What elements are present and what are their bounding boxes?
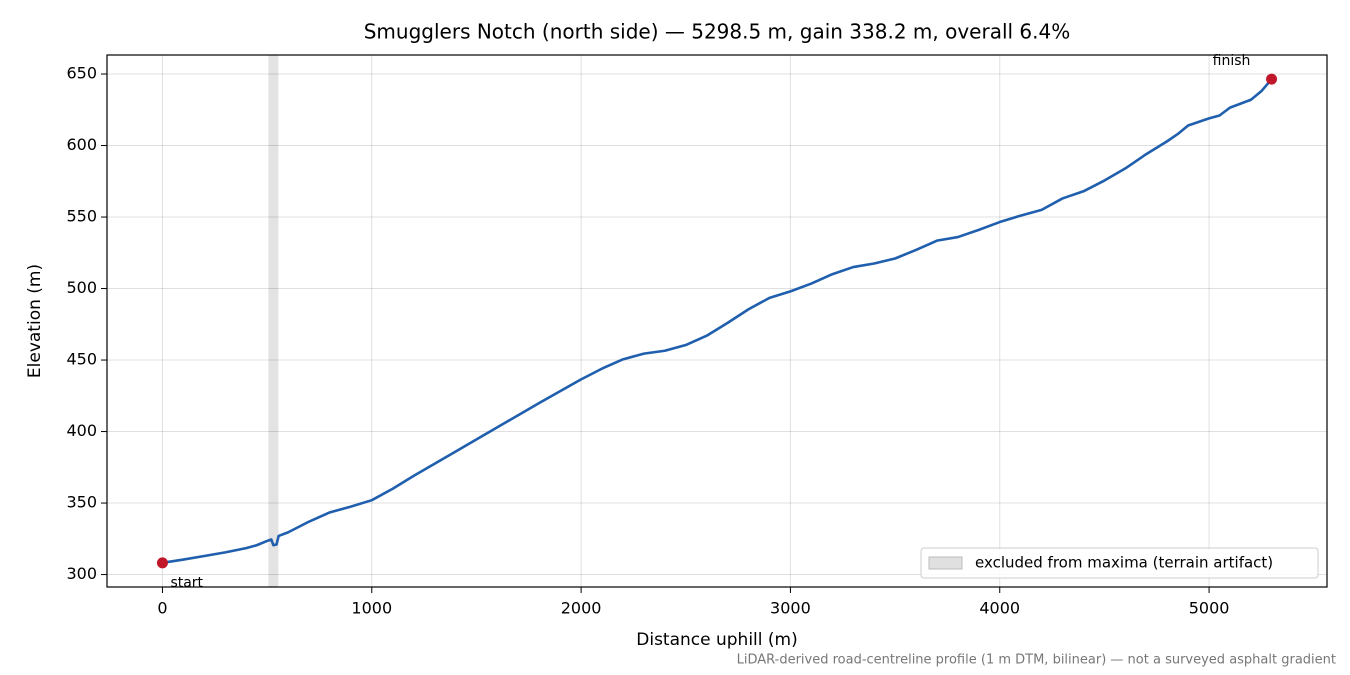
x-tick-label: 3000 [770,599,811,618]
y-axis-label: Elevation (m) [25,264,45,378]
y-tick-label: 550 [66,207,97,226]
legend-label: excluded from maxima (terrain artifact) [975,554,1273,572]
endpoint-label: finish [1213,53,1251,69]
legend-swatch [928,556,963,570]
y-tick-label: 650 [66,64,97,83]
y-tick-label: 400 [66,421,97,440]
x-tick-label: 4000 [979,599,1020,618]
x-axis-label: Distance uphill (m) [636,630,797,650]
plot-frame [106,54,1328,588]
y-tick-label: 600 [66,135,97,154]
x-tick-label: 1000 [351,599,392,618]
x-tick-label: 5000 [1189,599,1230,618]
legend-box [920,547,1319,579]
y-tick-label: 450 [66,350,97,369]
endpoint-marker [156,557,168,569]
y-tick-label: 300 [66,564,97,583]
y-tick-label: 350 [66,493,97,512]
chart-title: Smugglers Notch (north side) — 5298.5 m,… [364,20,1071,44]
x-tick-label: 0 [157,599,167,618]
footnote: LiDAR-derived road-centreline profile (1… [737,653,1336,668]
endpoint-label: start [170,575,203,591]
endpoint-marker [1266,73,1278,85]
x-tick-label: 2000 [561,599,602,618]
elevation-line [162,78,1273,565]
y-tick-label: 500 [66,278,97,297]
excluded-span [268,55,279,587]
